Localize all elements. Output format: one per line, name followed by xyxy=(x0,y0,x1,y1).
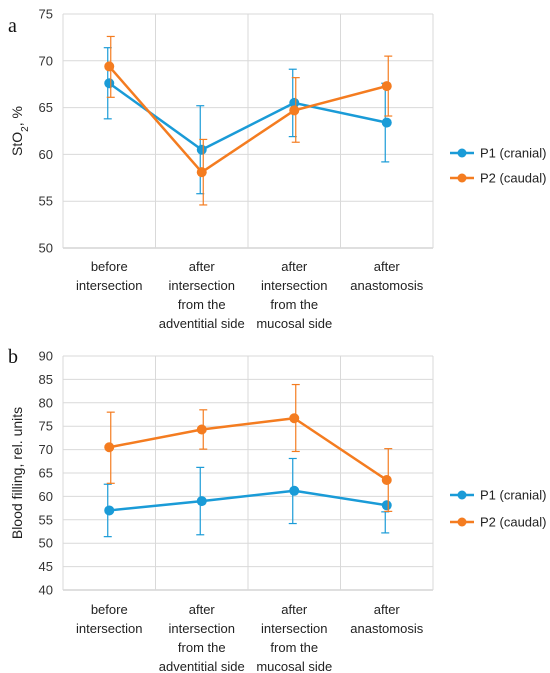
data-point xyxy=(104,78,115,89)
data-point xyxy=(196,144,207,155)
panel-label: b xyxy=(8,346,18,368)
data-point xyxy=(381,500,392,511)
data-point xyxy=(196,424,207,435)
x-category-label-line: intersection xyxy=(169,621,235,636)
y-tick-label: 65 xyxy=(39,466,53,481)
x-category-label-line: after xyxy=(374,259,401,274)
y-axis-label-main: StO xyxy=(9,132,25,156)
y-tick-label: 90 xyxy=(39,349,53,364)
x-category-label-line: intersection xyxy=(169,278,235,293)
series-line xyxy=(108,65,388,174)
x-category-label-line: after xyxy=(189,602,216,617)
x-category-label-line: mucosal side xyxy=(256,659,332,673)
y-tick-label: 75 xyxy=(39,7,53,22)
series-2 xyxy=(104,383,393,512)
legend-label: P1 (cranial) xyxy=(480,146,546,161)
data-point xyxy=(381,475,392,486)
y-tick-label: 70 xyxy=(39,53,53,68)
x-category-label-line: before xyxy=(91,602,128,617)
series-line xyxy=(108,82,388,151)
data-point xyxy=(381,81,392,92)
data-point xyxy=(104,442,115,453)
x-category-label-line: intersection xyxy=(76,621,142,636)
x-category-label-line: from the xyxy=(270,297,318,312)
y-tick-label: 60 xyxy=(39,489,53,504)
x-category-label-line: intersection xyxy=(261,278,327,293)
x-category-label: after intersection from the mucosal side xyxy=(256,259,332,331)
x-category-label-line: after xyxy=(374,602,401,617)
x-category-label-line: intersection xyxy=(261,621,327,636)
data-point xyxy=(289,97,300,108)
x-category-label-line: after xyxy=(281,602,308,617)
x-category-label: after intersection from the mucosal side xyxy=(256,602,332,673)
x-category-label-line: adventitial side xyxy=(159,316,245,331)
y-axis-label-main: Blood filling, rel. units xyxy=(9,407,25,539)
series-1 xyxy=(103,457,392,538)
y-axis-label: Blood filling, rel. units xyxy=(9,407,25,539)
x-category-label-line: from the xyxy=(270,640,318,655)
x-category-label-line: after xyxy=(189,259,216,274)
y-tick-label: 80 xyxy=(39,395,53,410)
x-category-label-line: from the xyxy=(178,297,226,312)
x-category-label: before intersection xyxy=(76,259,142,293)
x-category-label: after intersection from the adventitial sid… xyxy=(159,602,245,673)
y-tick-label: 85 xyxy=(39,372,53,387)
y-axis-label-suffix: , % xyxy=(9,106,25,126)
legend-label: P2 (caudal) xyxy=(480,171,546,186)
x-category-label-line: adventitial side xyxy=(159,659,245,673)
y-tick-label: 55 xyxy=(39,512,53,527)
y-tick-label: 45 xyxy=(39,559,53,574)
data-point xyxy=(289,105,300,116)
y-tick-label: 70 xyxy=(39,442,53,457)
data-point xyxy=(289,413,300,424)
x-category-label-line: anastomosis xyxy=(350,278,423,293)
legend-label: P1 (cranial) xyxy=(480,488,546,503)
data-point xyxy=(381,117,392,128)
legend-marker xyxy=(457,148,467,158)
series-2 xyxy=(104,35,393,206)
y-tick-label: 60 xyxy=(39,147,53,162)
data-point xyxy=(104,505,115,516)
x-category-label-line: mucosal side xyxy=(256,316,332,331)
y-tick-label: 65 xyxy=(39,100,53,115)
legend-label: P2 (caudal) xyxy=(480,515,546,530)
series-line xyxy=(109,416,388,482)
x-category-label: after anastomosis xyxy=(350,602,423,636)
y-tick-label: 40 xyxy=(39,583,53,598)
x-category-label-line: anastomosis xyxy=(350,621,423,636)
legend-marker xyxy=(457,173,467,183)
y-tick-label: 75 xyxy=(39,419,53,434)
x-category-label-line: before xyxy=(91,259,128,274)
x-category-label-line: after xyxy=(281,259,308,274)
chart-panel-b: b 40 45 50 55 60 65 70 75 80 85 90 Blood filling, re… xyxy=(8,346,546,673)
data-point xyxy=(289,485,300,496)
x-category-label-line: intersection xyxy=(76,278,142,293)
x-category-label: before intersection xyxy=(76,602,142,636)
legend-marker xyxy=(457,517,467,527)
data-point xyxy=(196,167,207,178)
series-line xyxy=(109,489,387,512)
panel-label: a xyxy=(8,15,17,37)
legend-marker xyxy=(457,490,467,500)
y-axis-label-subscript: 2 xyxy=(20,126,31,132)
x-category-label-line: from the xyxy=(178,640,226,655)
y-tick-label: 50 xyxy=(39,536,53,551)
y-axis-label: StO2, % xyxy=(9,106,31,156)
x-category-label: after anastomosis xyxy=(350,259,423,293)
y-tick-label: 55 xyxy=(39,194,53,209)
data-point xyxy=(196,496,207,507)
data-point xyxy=(104,61,115,72)
x-category-label: after intersection from the adventitial sid… xyxy=(159,259,245,331)
y-tick-label: 50 xyxy=(39,241,53,256)
